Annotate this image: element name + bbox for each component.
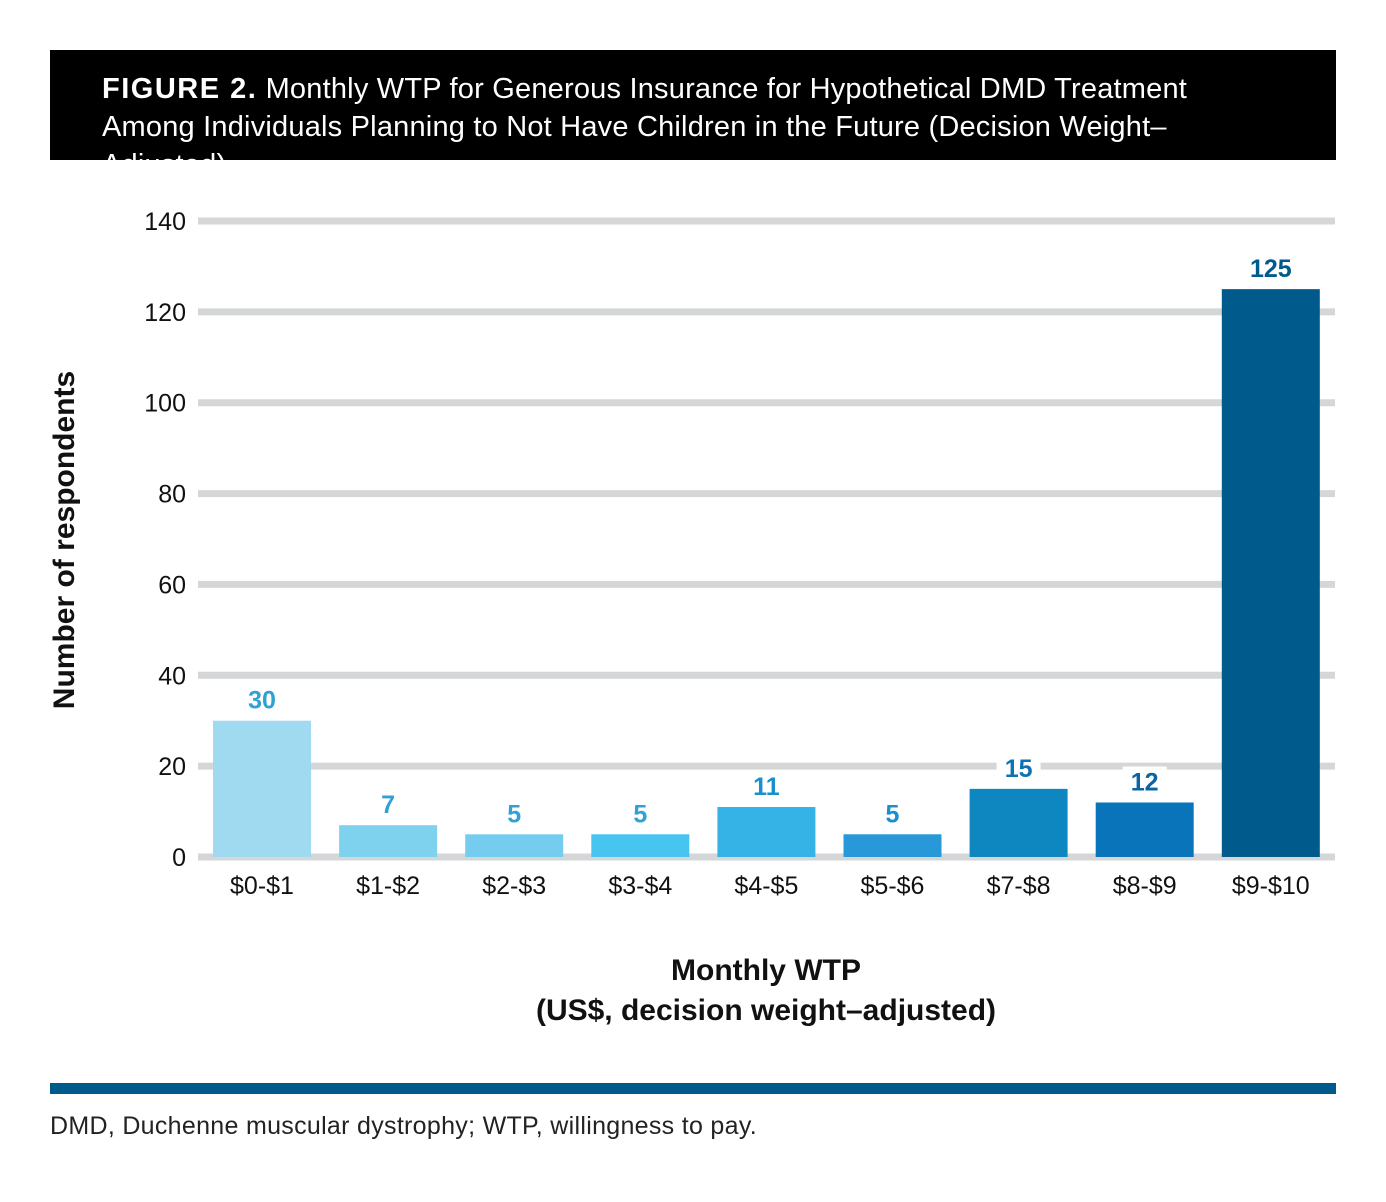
y-tick-label: 80 (158, 481, 186, 509)
x-tick-label: $2-$3 (482, 872, 546, 900)
data-label: 5 (633, 800, 647, 828)
y-tick-label: 40 (158, 662, 186, 690)
y-tick-label: 140 (144, 208, 186, 236)
x-tick-label: $0-$1 (230, 872, 294, 900)
bar-$3-$4 (591, 834, 690, 857)
data-label: 5 (886, 800, 900, 828)
x-tick-label: $7-$8 (987, 872, 1051, 900)
data-label-backing (1248, 253, 1293, 284)
y-tick-label: 100 (144, 390, 186, 418)
bar-$5-$6 (843, 834, 942, 857)
x-tick-label: $3-$4 (608, 872, 672, 900)
data-label-backing (996, 752, 1041, 783)
data-label-backing (870, 798, 915, 829)
bar-$1-$2 (339, 825, 438, 857)
data-label: 7 (381, 791, 395, 819)
y-axis-label: Number of respondents (48, 371, 81, 709)
data-label-backing (744, 771, 789, 802)
x-axis-label-line1: Monthly WTP (671, 954, 861, 987)
data-label-backing (240, 684, 284, 715)
bar-$4-$5 (717, 807, 816, 857)
x-tick-label: $4-$5 (734, 872, 798, 900)
data-label: 5 (507, 800, 521, 828)
bar-$2-$3 (465, 834, 564, 857)
y-tick-label: 120 (144, 299, 186, 327)
bars (213, 289, 1320, 858)
y-axis-ticks: 0 20 40 60 80 100 120 140 (144, 208, 186, 872)
data-label-backing (366, 789, 411, 820)
figure-title-band: FIGURE 2. Monthly WTP for Generous Insur… (50, 50, 1336, 181)
x-tick-label: $5-$6 (861, 872, 925, 900)
y-tick-label: 60 (158, 571, 186, 599)
data-label: 30 (248, 687, 276, 715)
figure-label: FIGURE 2. (102, 73, 258, 105)
data-label-backing (618, 798, 663, 829)
data-labels: 30 7 5 5 11 5 15 12 125 (240, 253, 1293, 829)
bar-$0-$1 (213, 720, 311, 857)
data-label-backing (1122, 766, 1167, 797)
data-label: 15 (1005, 755, 1033, 783)
footnote: DMD, Duchenne muscular dystrophy; WTP, w… (50, 1112, 758, 1140)
x-axis-ticks: $0-$1 $1-$2 $2-$3 $3-$4 $4-$5 $5-$6 $7-$8 $8-$9… (230, 872, 1310, 900)
bottom-rule (50, 1083, 1336, 1094)
x-axis-label-line2: (US$, decision weight–adjusted) (536, 994, 996, 1027)
data-label: 12 (1131, 768, 1159, 796)
x-tick-label: $1-$2 (356, 872, 420, 900)
bar-$9-$10 (1221, 289, 1320, 858)
data-label: 11 (753, 773, 780, 801)
x-tick-label: $8-$9 (1113, 872, 1177, 900)
bar-$8-$9 (1095, 802, 1194, 857)
y-tick-label: 0 (172, 844, 186, 872)
figure-title: Monthly WTP for Generous Insurance for H… (102, 73, 1188, 181)
gridlines (198, 217, 1335, 861)
x-tick-label: $9-$10 (1232, 872, 1310, 900)
y-tick-label: 20 (158, 753, 186, 781)
bar-$7-$8 (969, 788, 1068, 857)
data-label-backing (492, 798, 537, 829)
data-label: 125 (1250, 255, 1292, 283)
